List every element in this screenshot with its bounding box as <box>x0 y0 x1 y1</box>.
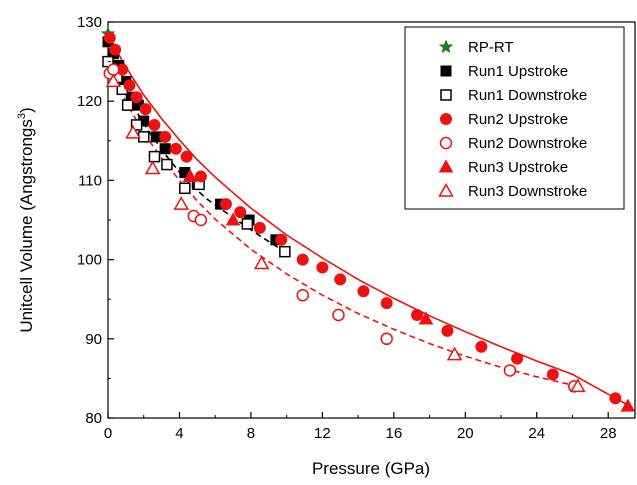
series-6-point <box>144 160 161 175</box>
series-3-point <box>441 324 454 337</box>
legend-marker-3 <box>440 113 452 125</box>
series-6-point <box>105 73 122 88</box>
series-2-point <box>161 158 173 171</box>
y-tick-label: 110 <box>78 172 102 189</box>
series-3-point <box>234 206 247 219</box>
series-6-point <box>125 124 141 139</box>
series-3-point <box>296 253 309 266</box>
series-3-point <box>219 198 232 211</box>
series-3-point <box>609 392 622 405</box>
series-6-point <box>253 255 270 270</box>
series-5-point <box>620 398 636 412</box>
y-tick-label: 100 <box>77 252 102 269</box>
x-tick-label: 28 <box>600 425 617 442</box>
y-tick-label: 130 <box>77 14 102 31</box>
y-axis-title: Unitcell Volume (Angstrongs3) <box>16 107 36 332</box>
series-5-point <box>418 311 434 325</box>
y-tick-label: 90 <box>85 331 102 348</box>
series-3-point <box>316 261 329 274</box>
series-3-point <box>194 170 207 183</box>
series-2-point <box>179 182 191 195</box>
legend-label-1: Run1 Upstroke <box>468 63 568 80</box>
series-3-point <box>253 221 266 234</box>
series-3-point <box>380 297 393 310</box>
legend-marker-6 <box>438 182 454 197</box>
legend-marker-5 <box>438 159 454 173</box>
series-3-point <box>148 118 161 131</box>
x-tick-label: 0 <box>104 425 112 442</box>
series-6-point <box>570 378 586 393</box>
x-tick-label: 16 <box>385 425 402 442</box>
data-markers <box>100 26 636 412</box>
series-3-point <box>130 91 143 104</box>
series-3-point <box>103 31 116 44</box>
x-tick-label: 4 <box>175 425 183 442</box>
series-4-point <box>194 213 208 227</box>
series-3-point <box>475 340 488 353</box>
series-3-point <box>357 285 370 298</box>
fit-curve-0 <box>107 33 630 407</box>
series-6-point <box>446 346 463 361</box>
legend: RP-RT Run1 Upstroke Run1 Downstroke Run2 Up… <box>404 26 625 210</box>
x-tick-label: 20 <box>457 425 474 442</box>
x-axis-ticks: 0 4 8 12 16 20 24 28 <box>104 412 617 442</box>
series-4-point <box>503 364 517 377</box>
x-tick-label: 8 <box>247 425 255 442</box>
x-tick-label: 12 <box>314 425 331 442</box>
series-2-point <box>137 131 150 143</box>
series-3-point <box>511 352 524 365</box>
series-5-point <box>225 212 241 226</box>
series-5-point <box>182 168 198 182</box>
series-3-point <box>275 233 288 246</box>
series-1-point <box>159 143 171 155</box>
series-2-point <box>130 119 143 131</box>
legend-marker-1 <box>440 65 452 77</box>
legend-label-6: Run3 Downstroke <box>468 183 587 200</box>
legend-marker-2 <box>440 89 452 101</box>
legend-label-4: Run2 Downstroke <box>468 135 587 152</box>
series-4-point <box>380 332 393 346</box>
series-4-point <box>296 288 309 302</box>
legend-label-2: Run1 Downstroke <box>468 87 587 104</box>
series-3-point <box>546 368 559 381</box>
series-6-point <box>173 196 190 210</box>
series-2-point <box>148 150 161 163</box>
legend-label-5: Run3 Upstroke <box>468 159 568 176</box>
y-axis-title-main: Unitcell Volume (Angstrongs <box>17 119 36 333</box>
legend-marker-0 <box>438 39 454 54</box>
legend-label-3: Run2 Upstroke <box>468 111 568 128</box>
series-3-point <box>123 79 136 92</box>
y-axis-title-superscript: 3 <box>16 113 28 119</box>
plot-area: 0 4 8 12 16 20 24 28 80 90 100 110 120 130 <box>77 14 636 442</box>
x-tick-label: 24 <box>528 425 545 442</box>
series-2-point <box>279 245 291 258</box>
y-axis-title-tail: ) <box>17 107 36 113</box>
series-3-point <box>109 43 122 56</box>
series-2-point <box>121 99 134 111</box>
series-3-point <box>159 130 172 143</box>
series-2-point <box>241 218 254 230</box>
legend-label-0: RP-RT <box>468 39 514 56</box>
series-3-point <box>334 273 347 286</box>
x-axis-title: Pressure (GPa) <box>312 459 430 478</box>
series-3-point <box>169 142 182 155</box>
y-tick-label: 120 <box>77 93 102 110</box>
series-3-point <box>180 150 193 163</box>
series-3-point <box>139 103 152 116</box>
y-tick-label: 80 <box>85 410 102 427</box>
y-axis-ticks: 80 90 100 110 120 130 <box>77 14 114 427</box>
series-4-point <box>332 308 345 322</box>
series-4-point <box>107 63 120 76</box>
legend-marker-4 <box>439 136 453 150</box>
series-3-point <box>411 309 424 322</box>
